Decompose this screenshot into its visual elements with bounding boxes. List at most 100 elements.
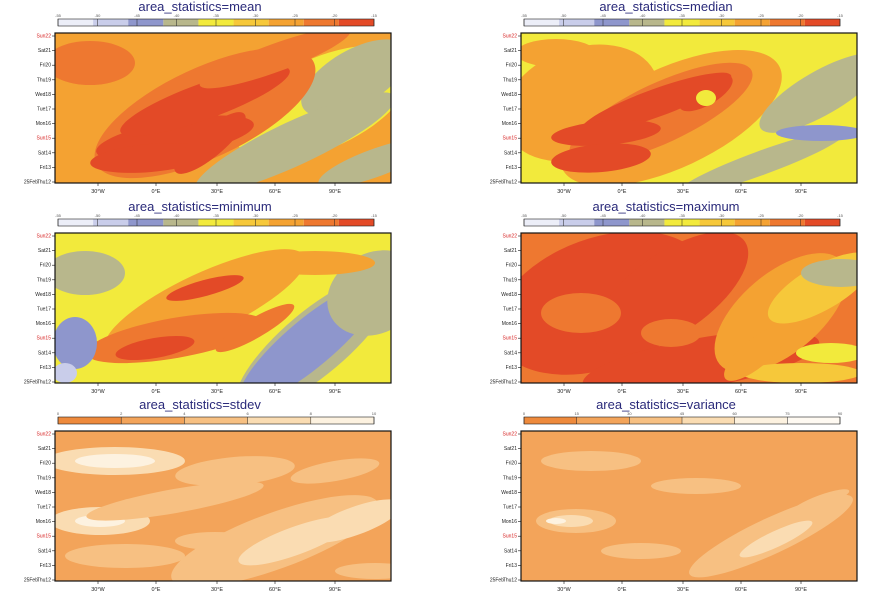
field-contour bbox=[174, 112, 246, 174]
colorbar-tick-label: -30 bbox=[253, 213, 260, 218]
y-tick-label: Wed18 bbox=[35, 92, 51, 98]
colorbar-tick-label: 8 bbox=[310, 411, 313, 416]
y-tick-label-prefix: 25Feb bbox=[490, 578, 504, 584]
y-tick-label: Sun22 bbox=[37, 34, 52, 40]
y-tick-label: Mon16 bbox=[36, 321, 52, 327]
field-contour bbox=[194, 92, 391, 183]
field-contour bbox=[801, 259, 857, 287]
chart-svg: -55 -50 -45 -40 -35 -30 -25 -20 -15 Sun22 Sat21 Fri… bbox=[24, 13, 392, 195]
y-tick-label: Thu19 bbox=[503, 77, 517, 83]
field-contour bbox=[290, 458, 380, 484]
field-contour bbox=[541, 451, 641, 471]
y-tick-label: Sun22 bbox=[37, 234, 52, 240]
colorbar-tick-label: -25 bbox=[758, 13, 765, 18]
colorbar-swatch bbox=[769, 19, 805, 26]
x-tick-label: 0°E bbox=[152, 389, 161, 395]
field bbox=[521, 33, 857, 183]
colorbar-swatch bbox=[128, 219, 164, 226]
y-tick-label: Fri20 bbox=[506, 263, 518, 269]
field-contour bbox=[199, 33, 351, 89]
x-tick-label: 30°E bbox=[211, 587, 223, 593]
y-tick-label-prefix: 25Feb bbox=[24, 578, 38, 584]
y-tick-label: Thu12 bbox=[503, 180, 517, 186]
chart-title: area_statistics=mean bbox=[138, 0, 262, 14]
y-tick-label: Tue17 bbox=[37, 107, 51, 113]
colorbar-swatch bbox=[699, 19, 735, 26]
colorbar: -55 -50 -45 -40 -35 -30 -25 -20 -15 bbox=[55, 13, 378, 27]
colorbar-tick-label: 0 bbox=[523, 411, 526, 416]
colorbar-tick-label: -25 bbox=[292, 213, 299, 218]
field-contour bbox=[65, 544, 185, 568]
colorbar-swatch bbox=[58, 219, 94, 226]
colorbar-tick-label: -15 bbox=[837, 213, 844, 218]
field-contour bbox=[175, 532, 255, 550]
colorbar-swatch bbox=[629, 219, 665, 226]
field-contour bbox=[255, 251, 375, 275]
y-tick-label: Fri20 bbox=[506, 461, 518, 467]
field-contour bbox=[546, 518, 566, 524]
field-contour bbox=[776, 125, 857, 141]
panel-minimum: area_statistics=minimum -55 -50 -45 -40 -35-… bbox=[0, 200, 400, 400]
colorbar-swatch bbox=[594, 219, 630, 226]
y-tick-label: Sat21 bbox=[38, 248, 51, 254]
y-tick-label: Thu19 bbox=[503, 475, 517, 481]
y-tick-label: Wed18 bbox=[501, 92, 517, 98]
field-contour bbox=[601, 543, 681, 559]
y-tick-label: Fri20 bbox=[40, 263, 52, 269]
y-tick-label: Sat14 bbox=[38, 350, 51, 356]
colorbar-swatch bbox=[576, 417, 630, 424]
plot-frame bbox=[520, 232, 858, 384]
colorbar-swatch bbox=[559, 219, 595, 226]
field-contour bbox=[792, 489, 850, 513]
y-tick-label: Thu12 bbox=[37, 578, 51, 584]
panel-mean: area_statistics=mean -55 -50 -45 -40 -35 -30-… bbox=[0, 0, 400, 200]
colorbar-tick-label: 30 bbox=[627, 411, 632, 416]
field-contour bbox=[541, 293, 621, 333]
chart-svg: -55 -50 -45 -40 -35 -30 -25 -20 -15 Sun22 Sat21 Fri… bbox=[24, 213, 392, 395]
colorbar: -55 -50 -45 -40 -35 -30 -25 -20 -15 bbox=[521, 13, 844, 27]
y-tick-label: Sat21 bbox=[504, 48, 517, 54]
colorbar-tick-label: 10 bbox=[372, 411, 377, 416]
y-tick-label: Sun15 bbox=[503, 136, 518, 142]
plot-frame bbox=[54, 430, 392, 582]
colorbar-swatch bbox=[338, 219, 374, 226]
panel-stdev: area_statistics=stdev 0 2 4 6 8 10 Sun22 Sat21 F… bbox=[0, 398, 400, 598]
x-tick-label: 30°E bbox=[677, 587, 689, 593]
colorbar-tick-label: 75 bbox=[785, 411, 790, 416]
chart-title: area_statistics=median bbox=[599, 0, 733, 14]
colorbar-tick-label: -15 bbox=[371, 213, 378, 218]
colorbar-swatch bbox=[93, 19, 129, 26]
y-tick-label-prefix: 25Feb bbox=[24, 180, 38, 186]
x-tick-label: 30°W bbox=[557, 189, 571, 195]
y-tick-label: Sun15 bbox=[503, 336, 518, 342]
x-tick-label: 90°E bbox=[795, 587, 807, 593]
panel-median: area_statistics=median -55 -50 -45 -40 -35 -3… bbox=[466, 0, 866, 200]
field-contour bbox=[318, 138, 391, 183]
colorbar-swatch bbox=[524, 219, 560, 226]
y-tick-label: Thu19 bbox=[37, 475, 51, 481]
colorbar-tick-label: 2 bbox=[120, 411, 123, 416]
chart-title: area_statistics=stdev bbox=[139, 397, 261, 412]
field-contour bbox=[166, 275, 244, 301]
x-tick-label: 90°E bbox=[795, 389, 807, 395]
x-tick-label: 0°E bbox=[618, 389, 627, 395]
y-tick-label: Mon16 bbox=[502, 321, 518, 327]
y-tick-label: Thu12 bbox=[37, 380, 51, 386]
y-tick-label: Sun22 bbox=[503, 34, 518, 40]
colorbar-tick-label: -30 bbox=[719, 213, 726, 218]
colorbar-tick-label: -55 bbox=[521, 13, 528, 18]
field-contour bbox=[55, 317, 97, 369]
y-tick-label-prefix: 25Feb bbox=[490, 380, 504, 386]
y-tick-label: Sat14 bbox=[504, 150, 517, 156]
colorbar-swatch bbox=[787, 417, 840, 424]
colorbar-swatch bbox=[303, 219, 339, 226]
y-tick-label: Sun15 bbox=[37, 136, 52, 142]
y-tick-label: Fri20 bbox=[40, 461, 52, 467]
colorbar-swatch bbox=[247, 417, 311, 424]
field-contour bbox=[301, 39, 391, 117]
y-tick-label: Mon16 bbox=[36, 121, 52, 127]
chart-svg: -55 -50 -45 -40 -35 -30 -25 -20 -15 Sun22 Sat21 Fri… bbox=[490, 213, 858, 395]
chart-title: area_statistics=maximum bbox=[592, 199, 740, 214]
colorbar-tick-label: -20 bbox=[332, 13, 339, 18]
x-tick-label: 30°E bbox=[211, 389, 223, 395]
